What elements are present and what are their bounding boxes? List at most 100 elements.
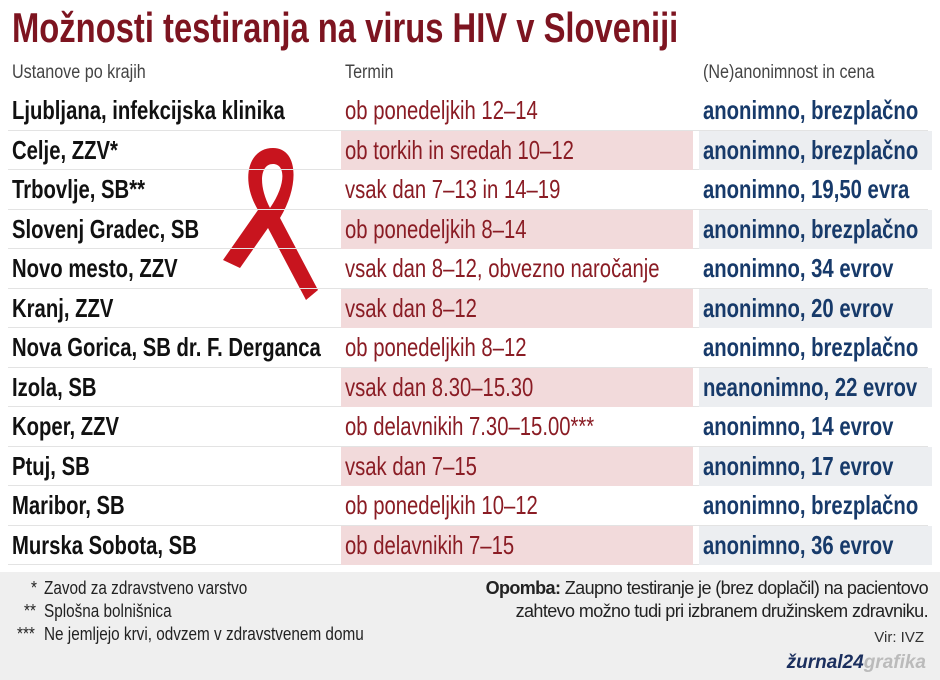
table-cell: Trbovlje, SB**: [8, 170, 341, 209]
table-cell-text: Ljubljana, infekcijska klinika: [12, 95, 285, 125]
table-cell: ob delavnikih 7–15: [341, 525, 693, 565]
row-divider: [8, 366, 928, 368]
table-cell-text: Murska Sobota, SB: [12, 529, 197, 560]
table-cell-text: Ptuj, SB: [12, 450, 90, 481]
table-cell-text: Koper, ZZV: [12, 411, 120, 441]
footnote-text: Ne jemljejo krvi, odvzem v zdravstvenem …: [44, 624, 420, 645]
table-cell-text: anonimno, 36 evrov: [703, 529, 894, 560]
row-divider: [8, 485, 928, 486]
ribbon-icon: [223, 148, 318, 300]
table-cell-text: neanonimno, 22 evrov: [703, 371, 918, 402]
table-cell: ob ponedeljkih 8–14: [341, 209, 693, 249]
row-divider: [8, 169, 928, 170]
table-cell: ob ponedeljkih 10–12: [341, 486, 693, 525]
table-cell-text: anonimno, brezplačno: [703, 332, 919, 362]
table-cell-text: ob ponedeljkih 10–12: [345, 490, 538, 520]
brand-name: žurnal24: [786, 652, 864, 673]
table-cell: vsak dan 7–15: [341, 446, 693, 486]
table-cell: anonimno, 36 evrov: [699, 525, 932, 565]
table-cell-text: anonimno, 20 evrov: [703, 292, 894, 323]
table-cell-text: anonimno, 19,50 evra: [703, 174, 910, 204]
table-cell-text: ob ponedeljkih 8–14: [345, 213, 527, 244]
row-divider: [8, 327, 928, 328]
footnote-marker-text: ***: [16, 624, 35, 644]
table-cell-text: ob delavnikih 7–15: [345, 529, 515, 560]
footnote-marker-text: **: [23, 601, 36, 621]
table-cell: Ptuj, SB: [8, 447, 341, 486]
table-cell-text: anonimno, brezplačno: [703, 213, 919, 244]
table-cell: anonimno, 20 evrov: [699, 288, 932, 328]
note-line: zahtevo možno tudi pri izbranem družinsk…: [515, 601, 929, 622]
footnote-marker-text: *: [30, 578, 37, 598]
table-cell: anonimno, brezplačno: [699, 130, 932, 170]
table-cell: ob ponedeljkih 8–12: [341, 328, 693, 367]
table-cell-text: anonimno, brezplačno: [703, 134, 919, 165]
table-cell-text: Izola, SB: [12, 371, 97, 402]
title: Možnosti testiranja na virus HIV v Slove…: [12, 4, 866, 52]
footnote-marker: ***: [17, 624, 38, 645]
table-cell: anonimno, 34 evrov: [699, 249, 932, 288]
note-text: Zaupno testiranje je (brez doplačil) na …: [564, 578, 929, 598]
table-cell: Slovenj Gradec, SB: [8, 210, 341, 249]
table-cell: anonimno, brezplačno: [699, 209, 932, 249]
source: Vir: IVZ: [874, 629, 924, 646]
table-cell: vsak dan 7–13 in 14–19: [341, 170, 693, 209]
footnote-text: Zavod za zdravstveno varstvo: [44, 578, 283, 599]
table-cell: ob delavnikih 7.30–15.00***: [341, 407, 693, 446]
row-divider: [8, 406, 928, 407]
note-label: Opomba:: [485, 578, 561, 598]
row-divider: [8, 208, 928, 210]
footnote-text-text: Zavod za zdravstveno varstvo: [44, 578, 248, 598]
brand-suffix: grafika: [863, 652, 926, 673]
row-divider: [8, 248, 928, 249]
table-cell-text: Kranj, ZZV: [12, 292, 114, 323]
table-cell-text: anonimno, 14 evrov: [703, 411, 894, 441]
row-divider: [8, 287, 928, 289]
table-cell: Nova Gorica, SB dr. F. Derganca: [8, 328, 341, 367]
column-header: Termin: [345, 62, 402, 84]
table-cell: Celje, ZZV*: [8, 131, 341, 170]
note-text: zahtevo možno tudi pri izbranem družinsk…: [515, 601, 929, 621]
table-cell: Ljubljana, infekcijska klinika: [8, 91, 341, 130]
column-header-text: Ustanove po krajih: [12, 62, 146, 83]
table-cell: Maribor, SB: [8, 486, 341, 525]
table-cell-text: vsak dan 8.30–15.30: [345, 371, 534, 402]
table-cell-text: Nova Gorica, SB dr. F. Derganca: [12, 332, 321, 362]
table-cell-text: vsak dan 7–15: [345, 450, 477, 481]
table-cell: anonimno, 17 evrov: [699, 446, 932, 486]
footnote-text-text: Splošna bolnišnica: [44, 601, 172, 621]
table-cell: vsak dan 8–12, obvezno naročanje: [341, 249, 693, 288]
table-cell-text: anonimno, 17 evrov: [703, 450, 894, 481]
row-divider: [8, 445, 928, 447]
table-cell: ob torkih in sredah 10–12: [341, 130, 693, 170]
column-header-text: Termin: [345, 62, 394, 83]
table-cell-text: ob torkih in sredah 10–12: [345, 134, 574, 165]
footnote-text-text: Ne jemljejo krvi, odvzem v zdravstvenem …: [44, 624, 364, 644]
table-cell: vsak dan 8–12: [341, 288, 693, 328]
table-cell: vsak dan 8.30–15.30: [341, 367, 693, 407]
footnote-text: Splošna bolnišnica: [44, 601, 194, 622]
row-divider: [8, 564, 928, 565]
table-cell: Koper, ZZV: [8, 407, 341, 446]
table-cell: anonimno, brezplačno: [699, 486, 932, 525]
table-cell-text: Maribor, SB: [12, 490, 125, 520]
footer: * Zavod za zdravstveno varstvo ** Splošna b…: [0, 572, 940, 680]
column-header: (Ne)anonimnost in cena: [703, 62, 905, 84]
table-cell: anonimno, 14 evrov: [699, 407, 932, 446]
table-cell-text: anonimno, 34 evrov: [703, 253, 894, 283]
column-header: Ustanove po krajih: [12, 62, 169, 84]
table-cell-text: Celje, ZZV*: [12, 134, 118, 165]
table-cell: anonimno, brezplačno: [699, 328, 932, 367]
table-cell: Murska Sobota, SB: [8, 526, 341, 565]
row-divider: [8, 524, 928, 526]
table-cell-text: vsak dan 8–12: [345, 292, 477, 323]
row-divider: [8, 129, 928, 131]
table-cell: ob ponedeljkih 12–14: [341, 91, 693, 130]
table-cell: neanonimno, 22 evrov: [699, 367, 932, 407]
table-cell-text: anonimno, brezplačno: [703, 95, 919, 125]
table-cell-text: Trbovlje, SB**: [12, 174, 145, 204]
column-header-text: (Ne)anonimnost in cena: [703, 62, 875, 83]
table-cell-text: Slovenj Gradec, SB: [12, 213, 200, 244]
note-line: Opomba: Zaupno testiranje je (brez dopla…: [485, 578, 929, 599]
table-cell: anonimno, 19,50 evra: [699, 170, 932, 209]
